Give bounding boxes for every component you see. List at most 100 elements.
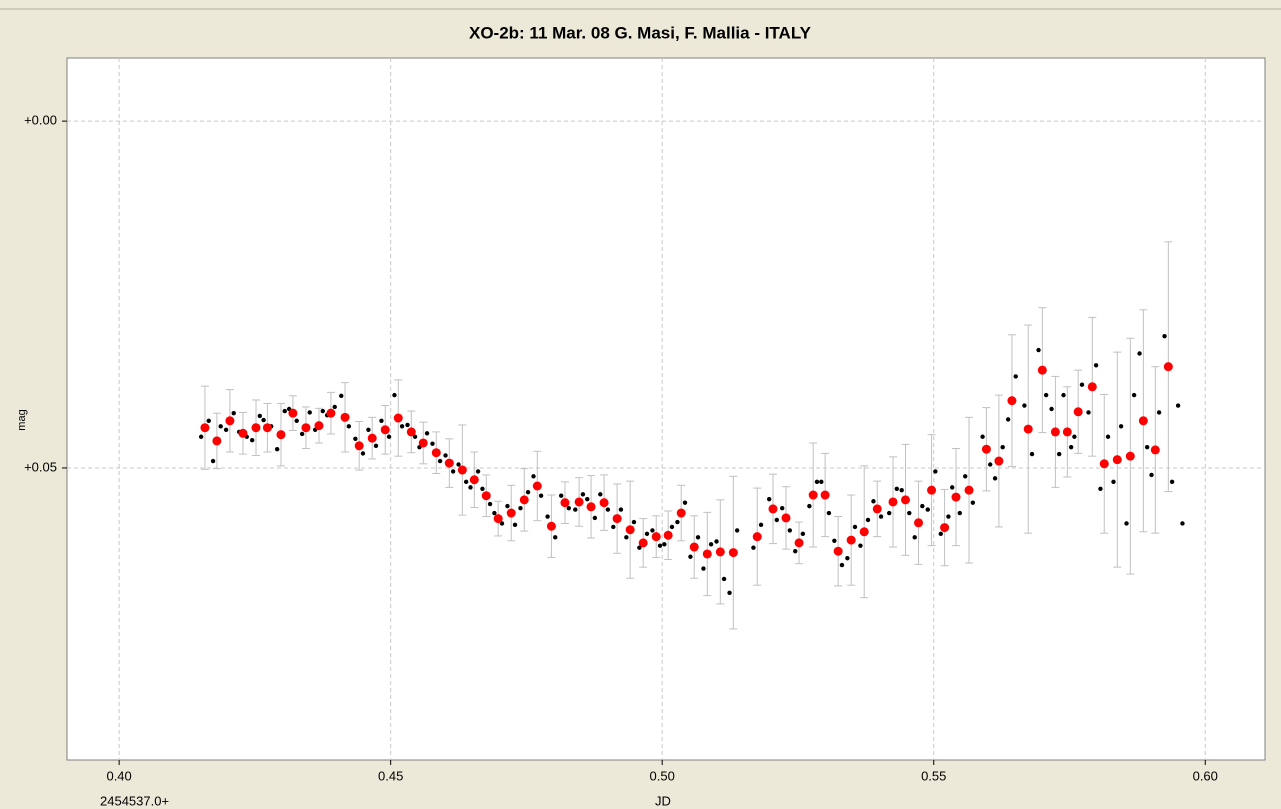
data-point	[339, 393, 344, 399]
x-axis-label: JD	[655, 793, 671, 808]
binned-point	[251, 423, 261, 433]
data-point	[701, 566, 706, 571]
y-axis-label: mag	[16, 409, 28, 430]
data-point	[920, 503, 925, 509]
data-point	[585, 496, 590, 502]
data-point	[412, 434, 418, 439]
data-point	[988, 462, 993, 467]
data-point	[992, 476, 998, 481]
data-point	[1068, 444, 1074, 450]
binned-point	[457, 465, 467, 475]
data-point	[662, 542, 667, 547]
data-point	[487, 501, 493, 507]
binned-point	[752, 532, 762, 542]
data-point	[807, 503, 812, 509]
data-point	[933, 469, 938, 474]
data-point	[865, 517, 871, 523]
data-point	[346, 424, 352, 429]
data-point	[832, 538, 837, 543]
binned-point	[406, 427, 416, 437]
binned-point	[940, 523, 950, 533]
binned-point	[444, 458, 454, 468]
binned-point	[1125, 451, 1135, 461]
binned-point	[833, 546, 843, 556]
data-point	[1144, 444, 1150, 450]
data-point	[758, 522, 764, 528]
data-point	[566, 505, 571, 511]
data-point	[332, 404, 337, 410]
data-point	[231, 410, 236, 416]
data-point	[938, 531, 943, 537]
data-point	[282, 408, 287, 414]
data-point	[675, 519, 680, 525]
data-point	[793, 549, 798, 554]
binned-point	[1163, 362, 1173, 372]
data-point	[774, 517, 779, 523]
data-point	[1169, 479, 1175, 485]
binned-point	[768, 504, 778, 514]
data-point	[751, 545, 756, 550]
binned-point	[994, 456, 1004, 466]
binned-point	[914, 518, 924, 528]
data-point	[899, 487, 904, 493]
data-point	[353, 436, 358, 442]
binned-point	[702, 549, 712, 559]
data-point	[320, 408, 325, 414]
data-point	[463, 479, 469, 485]
binned-point	[1150, 445, 1160, 455]
data-point	[1043, 392, 1049, 398]
data-point	[886, 510, 892, 516]
data-point	[492, 510, 497, 516]
binned-point	[794, 538, 804, 548]
data-point	[1000, 444, 1005, 450]
data-point	[949, 485, 955, 490]
data-point	[450, 469, 456, 474]
binned-point	[288, 408, 298, 418]
x-tick-label: 0.45	[378, 768, 403, 783]
data-point	[261, 417, 266, 423]
binned-point	[1050, 427, 1060, 437]
data-point	[379, 418, 384, 423]
data-point	[605, 507, 611, 512]
data-point	[531, 474, 536, 479]
data-point	[721, 576, 727, 582]
binned-point	[900, 495, 910, 505]
data-point	[1124, 521, 1129, 526]
data-point	[734, 528, 740, 533]
data-point	[294, 418, 299, 423]
data-point	[657, 543, 663, 548]
binned-point	[846, 535, 856, 545]
x-tick-label: 0.50	[650, 768, 675, 783]
data-point	[1056, 451, 1062, 457]
data-point	[708, 542, 714, 547]
data-point	[631, 519, 637, 525]
data-point	[538, 493, 544, 498]
binned-point	[431, 448, 441, 458]
data-point	[206, 418, 211, 423]
data-point	[980, 434, 985, 439]
data-point	[392, 392, 397, 398]
binned-point	[638, 538, 648, 548]
binned-point	[326, 408, 336, 418]
data-point	[1131, 392, 1137, 398]
data-point	[912, 535, 917, 540]
data-point	[858, 543, 863, 548]
binned-point	[586, 502, 596, 512]
x-offset-label: 2454537.0+	[100, 793, 169, 808]
binned-point	[519, 495, 529, 505]
binned-point	[481, 491, 491, 501]
binned-point	[888, 497, 898, 507]
data-point	[223, 427, 229, 433]
binned-point	[1007, 396, 1017, 406]
data-point	[299, 431, 305, 437]
data-point	[512, 522, 518, 528]
binned-point	[1138, 416, 1148, 426]
binned-point	[367, 433, 377, 443]
data-point	[274, 447, 280, 452]
data-point	[430, 441, 435, 446]
y-tick-label: +0.00	[24, 113, 57, 128]
data-point	[545, 514, 550, 519]
data-point	[218, 424, 223, 429]
data-point	[1072, 434, 1077, 439]
data-point	[480, 486, 485, 491]
